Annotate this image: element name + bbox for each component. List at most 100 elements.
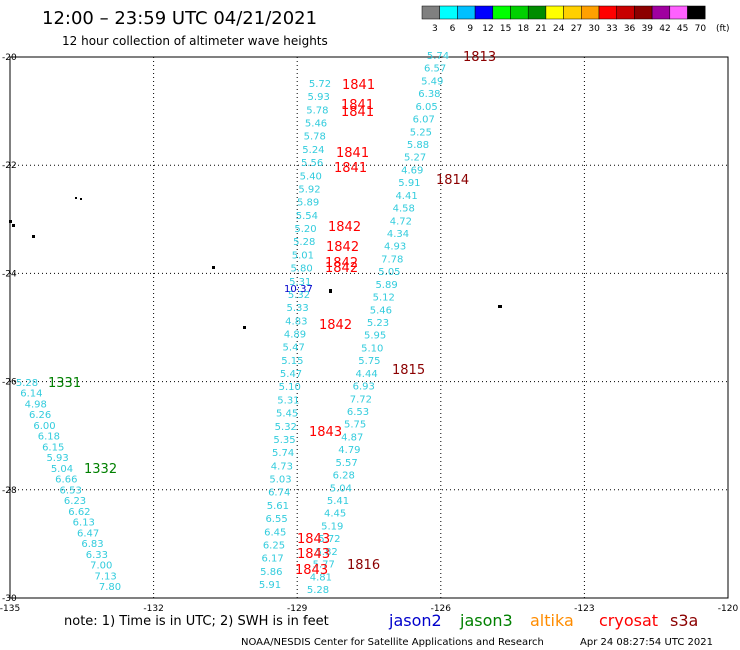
island: [12, 224, 15, 227]
islands: [9, 197, 502, 329]
legend-swatch: [634, 5, 653, 20]
island: [212, 266, 215, 269]
legend-swatch: [616, 5, 635, 20]
wave-height-value: 4.72: [390, 216, 412, 227]
wave-height-value: 5.04: [330, 483, 352, 494]
s3a-time-label: 1815: [392, 363, 425, 378]
legend-label: 15: [500, 24, 511, 34]
wave-height-value: 5.03: [269, 475, 291, 486]
wave-height-value: 5.20: [294, 224, 316, 235]
legend-label: 3: [432, 24, 438, 34]
cryosat-time-label: 1842: [325, 261, 358, 276]
wave-height-value: 5.15: [281, 356, 303, 367]
x-tick-label: -123: [574, 604, 594, 614]
s3a-track-values: 5.74 6.575.49 6.38 6.05 6.075.25 5.88 5.274.69…: [307, 51, 449, 596]
legend-label: 9: [467, 24, 473, 34]
cryosat-time-label: 1841: [334, 161, 367, 176]
wave-height-value: 6.62: [68, 507, 90, 518]
wave-height-value: 6.57: [424, 64, 446, 75]
wave-height-value: 5.91: [398, 178, 420, 189]
legend-label: 30: [588, 24, 600, 34]
legend-label: 18: [518, 24, 530, 34]
wave-height-value: 5.10: [361, 343, 383, 354]
legend-swatch: [669, 5, 688, 20]
island: [9, 220, 12, 223]
wave-height-value: 5.56: [301, 158, 323, 169]
wave-height-value: 5.32: [275, 422, 297, 433]
wave-height-value: 4.73: [271, 461, 293, 472]
wave-height-value: 4.83: [285, 316, 307, 327]
wave-height-value: 5.75: [358, 356, 380, 367]
wave-height-value: 5.45: [276, 409, 298, 420]
wave-height-value: 5.35: [273, 435, 295, 446]
wave-height-value: 6.26: [29, 410, 51, 421]
wave-height-value: 5.74: [427, 51, 449, 62]
satellite-legend-s3a: s3a: [670, 611, 698, 630]
legend-swatch: [474, 5, 494, 20]
wave-height-value: 6.05: [415, 102, 437, 113]
cryosat-time-label: 1842: [328, 220, 361, 235]
page-subtitle: 12 hour collection of altimeter wave hei…: [62, 34, 328, 48]
y-tick-label: -28: [2, 486, 17, 496]
wave-height-value: 6.53: [347, 407, 369, 418]
wave-height-value: 4.45: [324, 509, 346, 520]
x-tick-label: -129: [287, 604, 308, 614]
wave-height-value: 6.38: [418, 89, 440, 100]
legend-label: 27: [571, 24, 582, 34]
wave-height-value: 6.47: [77, 528, 99, 539]
wave-height-value: 5.01: [292, 250, 314, 261]
legend-swatch: [598, 5, 617, 20]
satellite-legend-jason3: jason3: [459, 611, 513, 630]
wave-height-value: 4.89: [284, 330, 306, 341]
wave-height-value: 6.17: [261, 554, 283, 565]
wave-height-value: 4.44: [355, 369, 377, 380]
footer-note: note: 1) Time is in UTC; 2) SWH is in fe…: [64, 614, 329, 629]
legend-swatch: [457, 5, 476, 20]
legend-swatch: [687, 5, 706, 20]
wave-height-value: 6.07: [413, 115, 435, 126]
wave-height-legend: 3 6 9 12 15 18 21 24 27 30 33 36 39 42 45 70: [421, 5, 707, 34]
wave-height-value: 6.13: [73, 518, 95, 529]
jason2-time-label: 10:37: [284, 284, 313, 295]
cryosat-time-label: 1841: [341, 98, 374, 113]
wave-height-value: 5.40: [300, 171, 322, 182]
wave-height-value: 5.88: [407, 140, 429, 151]
cryosat-time-label: 1843: [297, 532, 330, 547]
wave-height-value: 6.74: [268, 488, 290, 499]
wave-height-value: 5.31: [289, 277, 311, 288]
legend-swatch: [527, 5, 547, 20]
wave-height-value: 7.78: [381, 254, 403, 265]
wave-height-value: 5.82: [315, 547, 337, 558]
wave-height-value: 5.93: [46, 453, 68, 464]
wave-height-value: 6.28: [333, 471, 355, 482]
wave-height-value: 5.47: [283, 343, 305, 354]
wave-height-value: 5.74: [272, 448, 294, 459]
wave-height-value: 5.46: [305, 119, 327, 130]
island: [75, 197, 77, 199]
s3a-time-label: 1816: [347, 558, 380, 573]
wave-height-value: 5.05: [378, 267, 400, 278]
wave-height-value: 6.23: [64, 496, 86, 507]
wave-height-value: 5.12: [373, 293, 395, 304]
wave-height-value: 6.53: [60, 485, 82, 496]
s3a-time-label: 1813: [463, 50, 496, 65]
wave-height-value: 6.45: [264, 527, 286, 538]
map-frame: [9, 56, 729, 599]
wave-height-value: 5.92: [298, 184, 320, 195]
wave-height-value: 6.83: [81, 539, 103, 550]
wave-height-value: 6.00: [33, 421, 55, 432]
page-title: 12:00 – 23:59 UTC 04/21/2021: [42, 8, 317, 29]
cryosat-time-label: 1843: [297, 547, 330, 562]
legend-label: 70: [695, 24, 707, 34]
footer-timestamp: Apr 24 08:27:54 UTC 2021: [580, 637, 713, 648]
legend-units: (ft): [716, 24, 730, 34]
y-tick-label: -30: [2, 594, 17, 604]
legend-swatch: [545, 5, 564, 20]
wave-height-value: 5.47: [280, 369, 302, 380]
satellite-legend: jason2 jason3 altika cryosat s3a: [388, 611, 698, 630]
wave-height-value: 5.24: [302, 145, 324, 156]
legend-label: 6: [450, 24, 456, 34]
legend-swatch: [492, 5, 511, 20]
legend-label: 24: [553, 24, 565, 34]
